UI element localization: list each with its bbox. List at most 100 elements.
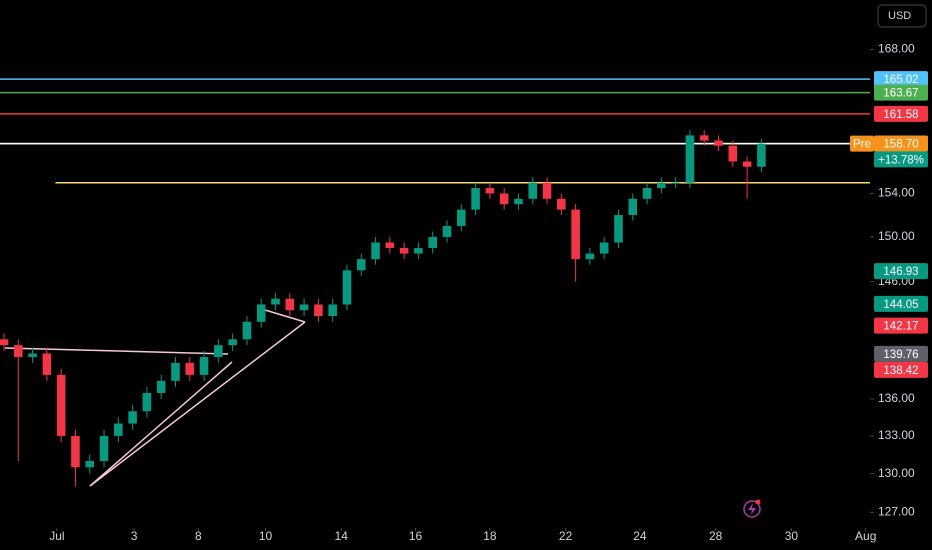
x-tick-label: 14	[335, 529, 349, 543]
candle-body	[185, 362, 195, 375]
candle-body	[371, 242, 380, 260]
candle-body	[256, 304, 266, 322]
candle-body	[14, 345, 23, 357]
x-tick-label: Jul	[49, 529, 64, 543]
price-badge-label: 161.58	[883, 109, 918, 121]
candle-body	[685, 135, 695, 183]
currency-label: USD	[888, 10, 911, 22]
candle-body	[285, 298, 295, 311]
price-badge-label: 144.05	[883, 299, 918, 311]
candle-body	[557, 198, 566, 210]
candle-body	[242, 321, 252, 340]
price-badge	[874, 295, 928, 312]
candle-body	[514, 198, 523, 205]
price-badge-label: 146.93	[883, 266, 918, 278]
candle-body	[728, 145, 738, 162]
x-tick-label: 30	[785, 529, 799, 543]
candle-body	[385, 242, 395, 249]
candle-body	[699, 135, 709, 141]
x-tick-label: 16	[409, 529, 423, 543]
price-badge-label: 165.02	[883, 74, 918, 86]
candle-body	[485, 188, 495, 194]
x-tick-label: Aug	[855, 529, 876, 543]
candle-body	[85, 460, 95, 468]
candle-body	[356, 259, 366, 271]
candle-body	[471, 188, 480, 210]
y-tick-label: 150.00	[878, 229, 915, 243]
candle-body	[299, 304, 309, 311]
candle-body	[599, 242, 609, 254]
price-badge	[874, 151, 928, 168]
candle-body	[585, 253, 595, 260]
y-tick-label: 168.00	[878, 42, 915, 56]
candle-body	[99, 435, 109, 461]
x-tick-label: 24	[633, 529, 647, 543]
candle-body	[442, 225, 452, 237]
candle-body	[542, 182, 552, 199]
alert-icon[interactable]	[743, 499, 761, 518]
x-tick-label: 3	[131, 529, 138, 543]
y-tick-label: 133.00	[878, 428, 915, 442]
candle-body	[42, 353, 52, 375]
candle-body	[28, 353, 37, 357]
y-tick-label: 136.00	[878, 391, 915, 405]
candle-body	[714, 140, 723, 146]
price-badge	[874, 361, 928, 378]
candle-body	[314, 304, 323, 317]
currency-button[interactable]	[877, 4, 927, 28]
candle-body	[399, 248, 409, 254]
session-tag-label: Pre	[853, 139, 871, 151]
candle-body	[528, 182, 538, 199]
price-badge-label: 163.67	[883, 88, 918, 100]
candle-body	[271, 298, 280, 305]
candle-body	[214, 345, 223, 357]
candle-body	[0, 339, 9, 346]
x-tick-label: 8	[195, 529, 202, 543]
trendlines	[4, 309, 306, 487]
x-tick-label: 28	[709, 529, 723, 543]
candle-body	[742, 161, 752, 167]
candle-body	[671, 182, 680, 184]
candle-body	[499, 193, 509, 205]
candle-body	[414, 248, 423, 254]
y-tick-label: 154.00	[878, 186, 915, 200]
price-badge	[874, 105, 928, 122]
price-badge-label: +13.78%	[878, 154, 924, 166]
candle-body	[657, 182, 666, 189]
candle-body	[428, 236, 438, 249]
candle-body	[457, 209, 466, 226]
candle-body	[757, 143, 766, 167]
price-badge	[874, 317, 928, 334]
price-badge-label: 138.42	[883, 365, 918, 377]
price-badge-label: 158.70	[883, 139, 918, 151]
candle-body	[128, 411, 137, 424]
price-badge	[874, 84, 928, 101]
session-tag	[850, 135, 874, 152]
y-tick-label: 130.00	[878, 466, 915, 480]
price-badge	[874, 263, 928, 280]
candle-body	[71, 435, 80, 468]
candle-body	[56, 374, 66, 436]
price-badge	[874, 345, 928, 362]
x-tick-label: 10	[259, 529, 273, 543]
candle-body	[614, 215, 623, 243]
candle-body	[328, 304, 337, 317]
candle-body	[228, 339, 237, 346]
candle-body	[156, 380, 166, 393]
candle-body	[114, 423, 123, 436]
price-badge	[874, 135, 928, 152]
x-tick-label: 18	[483, 529, 497, 543]
candle-body	[642, 188, 652, 199]
candle-body	[628, 198, 638, 216]
x-tick-label: 22	[559, 529, 573, 543]
candle-body	[171, 362, 180, 381]
y-tick-label: 127.00	[878, 504, 915, 518]
price-badge-label: 139.76	[883, 349, 918, 361]
price-badge-label: 142.17	[883, 321, 918, 333]
candle-body	[199, 356, 209, 375]
candle-body	[571, 209, 580, 260]
candle-body	[142, 392, 152, 412]
price-badge	[874, 71, 928, 88]
